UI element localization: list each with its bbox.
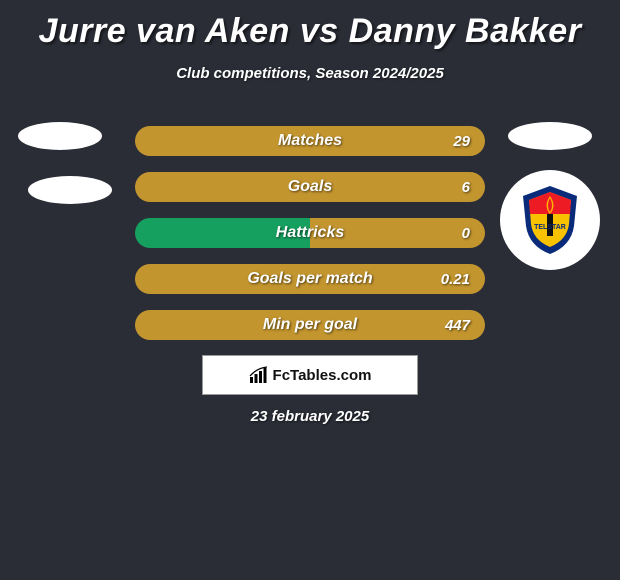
stat-label: Hattricks	[276, 224, 344, 242]
stat-row: Matches 29	[0, 118, 620, 164]
update-date: 23 february 2025	[0, 408, 620, 425]
page-title: Jurre van Aken vs Danny Bakker	[0, 0, 620, 51]
season-subtitle: Club competitions, Season 2024/2025	[0, 65, 620, 82]
stat-row: Goals per match 0.21	[0, 256, 620, 302]
brand-attribution[interactable]: FcTables.com	[202, 355, 418, 395]
stat-value-right: 6	[462, 179, 470, 196]
stat-value-right: 447	[445, 317, 470, 334]
stats-container: Matches 29 Goals 6 Hattricks 0 Goals per match…	[0, 118, 620, 348]
stat-value-right: 29	[453, 133, 470, 150]
stat-label: Matches	[278, 132, 342, 150]
stat-row: Hattricks 0	[0, 210, 620, 256]
stat-row: Goals 6	[0, 164, 620, 210]
stat-value-right: 0	[462, 225, 470, 242]
stat-label: Goals	[288, 178, 332, 196]
stat-label: Min per goal	[263, 316, 357, 334]
stat-value-right: 0.21	[441, 271, 470, 288]
stat-label: Goals per match	[247, 270, 372, 288]
brand-text: FcTables.com	[273, 367, 372, 384]
stat-row: Min per goal 447	[0, 302, 620, 348]
bar-chart-icon	[249, 366, 269, 384]
